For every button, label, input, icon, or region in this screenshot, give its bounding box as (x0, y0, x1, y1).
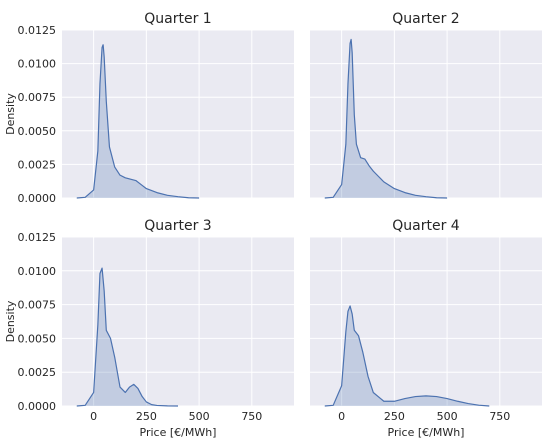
y-axis-label: Density (4, 93, 17, 135)
x-tick-label: 750 (241, 410, 262, 423)
x-tick-label: 500 (437, 410, 458, 423)
y-tick-label: 0.0100 (18, 265, 57, 278)
density-area-4 (324, 305, 490, 406)
panel-background-1 (62, 30, 294, 198)
x-tick-label: 0 (338, 410, 345, 423)
x-tick-label: 500 (189, 410, 210, 423)
y-tick-label: 0.0075 (18, 299, 57, 312)
panel-title-3: Quarter 3 (144, 218, 211, 234)
x-axis-label: Price [€/MWh] (140, 426, 217, 439)
density-area-1 (76, 44, 200, 198)
y-tick-label: 0.0075 (18, 91, 57, 104)
density-line-1 (76, 44, 200, 199)
density-line-2 (324, 38, 448, 199)
density-area-2 (324, 39, 448, 198)
panel-background-2 (310, 30, 542, 198)
x-tick-label: 750 (489, 410, 510, 423)
y-tick-label: 0.0050 (18, 125, 57, 138)
panel-title-2: Quarter 2 (392, 11, 459, 27)
x-tick-label: 250 (136, 410, 157, 423)
y-axis-label: Density (4, 300, 17, 342)
y-tick-label: 0.0025 (18, 158, 57, 171)
panel-background-4 (310, 237, 542, 406)
y-tick-label: 0.0125 (18, 231, 57, 244)
density-area-3 (76, 268, 178, 406)
y-tick-label: 0.0125 (18, 24, 57, 37)
y-tick-label: 0.0000 (18, 400, 57, 413)
y-tick-label: 0.0100 (18, 58, 57, 71)
density-line-3 (76, 267, 179, 407)
x-axis-label: Price [€/MWh] (388, 426, 465, 439)
panel-background-3 (62, 237, 294, 406)
y-tick-label: 0.0025 (18, 366, 57, 379)
y-tick-label: 0.0000 (18, 192, 57, 205)
density-line-4 (324, 305, 490, 407)
x-tick-label: 250 (384, 410, 405, 423)
panel-title-1: Quarter 1 (144, 11, 211, 27)
x-tick-label: 0 (90, 410, 97, 423)
y-tick-label: 0.0050 (18, 332, 57, 345)
panel-title-4: Quarter 4 (392, 218, 460, 234)
